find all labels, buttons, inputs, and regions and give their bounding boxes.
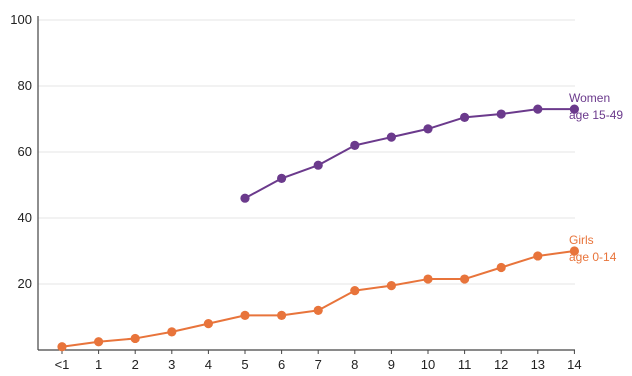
data-point	[423, 124, 432, 133]
series-label-girls-age-0-14: age 0-14	[569, 250, 617, 264]
x-tick-label: 12	[494, 357, 508, 372]
data-point	[240, 311, 249, 320]
x-tick-label: <1	[55, 357, 70, 372]
x-tick-label: 11	[458, 357, 472, 372]
data-point	[204, 319, 213, 328]
data-point	[350, 141, 359, 150]
y-tick-label: 60	[18, 144, 32, 159]
x-tick-label: 8	[351, 357, 358, 372]
data-point	[314, 161, 323, 170]
x-tick-label: 4	[205, 357, 212, 372]
data-point	[460, 113, 469, 122]
data-point	[387, 281, 396, 290]
x-tick-label: 10	[421, 357, 435, 372]
x-tick-label: 6	[278, 357, 285, 372]
data-point	[533, 251, 542, 260]
y-tick-label: 100	[10, 12, 32, 27]
x-tick-labels: <1 1 2 3 4 5 6 7 8 9 10 11 12 13 14	[55, 357, 582, 372]
grid-lines	[38, 20, 575, 284]
x-tick-label: 7	[315, 357, 322, 372]
data-point	[533, 105, 542, 114]
data-point	[131, 334, 140, 343]
data-point	[387, 133, 396, 142]
data-point	[277, 311, 286, 320]
data-point	[497, 109, 506, 118]
x-tick-label: 9	[388, 357, 395, 372]
data-point	[167, 327, 176, 336]
data-point	[497, 263, 506, 272]
axes	[38, 16, 575, 354]
series-group	[57, 105, 579, 352]
series-labels: Women age 15-49 Girls age 0-14	[569, 91, 623, 264]
x-tick-label: 13	[531, 357, 545, 372]
y-tick-label: 80	[18, 78, 32, 93]
data-point	[460, 274, 469, 283]
x-tick-label: 5	[241, 357, 248, 372]
data-point	[277, 174, 286, 183]
x-tick-label: 1	[95, 357, 102, 372]
y-tick-label: 40	[18, 210, 32, 225]
series-line-women-age-15-49	[245, 109, 574, 198]
series-label-women-age-15-49: Women	[569, 91, 610, 105]
data-point	[94, 337, 103, 346]
y-tick-labels: 20 40 60 80 100	[10, 12, 32, 291]
x-tick-label: 3	[168, 357, 175, 372]
x-tick-label: 14	[567, 357, 581, 372]
y-tick-label: 20	[18, 276, 32, 291]
x-tick-label: 2	[132, 357, 139, 372]
data-point	[240, 194, 249, 203]
data-point	[423, 274, 432, 283]
data-point	[350, 286, 359, 295]
series-label-girls-age-0-14: Girls	[569, 233, 594, 247]
data-point	[57, 342, 66, 351]
data-point	[314, 306, 323, 315]
series-label-women-age-15-49: age 15-49	[569, 108, 623, 122]
